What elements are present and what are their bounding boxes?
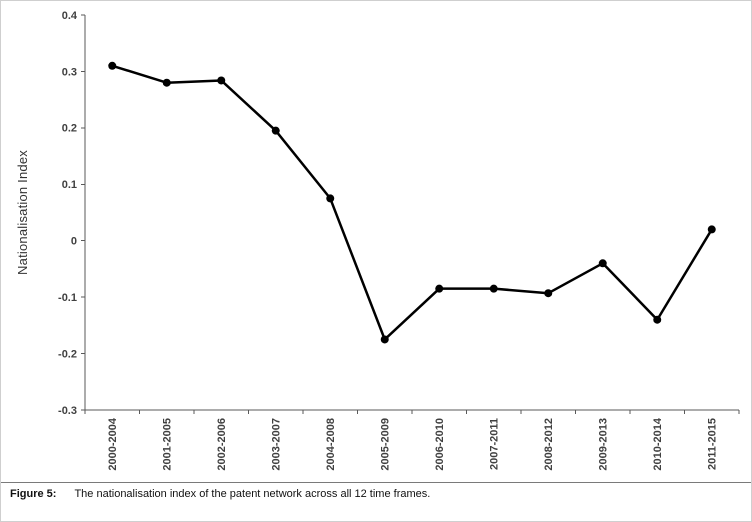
y-tick-label: -0.1 [58, 292, 77, 304]
data-point [435, 284, 444, 293]
y-tick-label: -0.3 [58, 405, 77, 417]
x-tick-label: 2000-2004 [107, 417, 119, 470]
y-axis-title: Nationalisation Index [15, 150, 30, 275]
data-point [489, 284, 498, 293]
x-tick-label: 2010-2014 [652, 417, 664, 470]
y-tick-label: -0.2 [58, 348, 77, 360]
figure-caption: Figure 5: The nationalisation index of th… [1, 482, 751, 521]
data-point [108, 61, 117, 70]
data-point [544, 289, 553, 298]
data-point [653, 315, 662, 324]
x-tick-label: 2007-2011 [489, 418, 501, 470]
x-tick-label: 2001-2005 [162, 418, 174, 471]
y-tick-label: 0 [71, 236, 77, 248]
figure-caption-label: Figure 5: [10, 488, 57, 500]
figure-caption-text: The nationalisation index of the patent … [74, 488, 431, 500]
data-point [217, 76, 226, 85]
data-point [380, 335, 389, 344]
data-point [598, 259, 607, 268]
data-point [162, 78, 171, 87]
series-line [111, 64, 713, 341]
data-point [326, 194, 335, 203]
y-tick-label: 0.1 [62, 179, 77, 191]
x-tick-label: 2008-2012 [543, 418, 555, 471]
data-point [271, 126, 280, 135]
y-tick-label: 0.2 [62, 123, 77, 135]
y-tick-label: 0.3 [62, 66, 77, 78]
x-tick-label: 2009-2013 [598, 418, 610, 471]
x-tick-label: 2002-2006 [216, 418, 228, 471]
x-tick-label: 2011-2015 [707, 418, 719, 470]
y-tick-label: 0.4 [62, 10, 78, 22]
x-tick-label: 2005-2009 [380, 418, 392, 471]
x-tick-label: 2004-2008 [325, 418, 337, 471]
x-tick-label: 2006-2010 [434, 418, 446, 471]
x-tick-label: 2003-2007 [271, 418, 283, 471]
data-point [707, 225, 716, 234]
nationalisation-index-line-chart: 0.4 0.3 0.2 0.1 0 -0.1 -0.2 -0.3 2000-2004 2001-2… [15, 10, 740, 471]
